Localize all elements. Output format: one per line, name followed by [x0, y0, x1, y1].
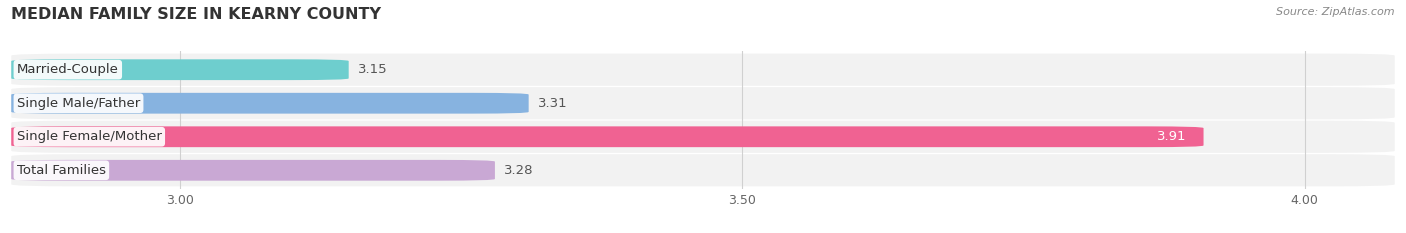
Text: 3.31: 3.31: [537, 97, 567, 110]
Text: Married-Couple: Married-Couple: [17, 63, 118, 76]
FancyBboxPatch shape: [11, 59, 349, 80]
Text: Single Male/Father: Single Male/Father: [17, 97, 141, 110]
Text: 3.28: 3.28: [503, 164, 533, 177]
FancyBboxPatch shape: [11, 126, 1204, 147]
Text: 3.91: 3.91: [1157, 130, 1187, 143]
Text: Single Female/Mother: Single Female/Mother: [17, 130, 162, 143]
FancyBboxPatch shape: [11, 87, 1395, 119]
FancyBboxPatch shape: [11, 121, 1395, 153]
Text: 3.15: 3.15: [357, 63, 387, 76]
Text: Source: ZipAtlas.com: Source: ZipAtlas.com: [1277, 7, 1395, 17]
FancyBboxPatch shape: [11, 54, 1395, 86]
FancyBboxPatch shape: [11, 160, 495, 181]
Text: Total Families: Total Families: [17, 164, 105, 177]
FancyBboxPatch shape: [11, 93, 529, 114]
FancyBboxPatch shape: [11, 154, 1395, 186]
Text: MEDIAN FAMILY SIZE IN KEARNY COUNTY: MEDIAN FAMILY SIZE IN KEARNY COUNTY: [11, 7, 381, 22]
